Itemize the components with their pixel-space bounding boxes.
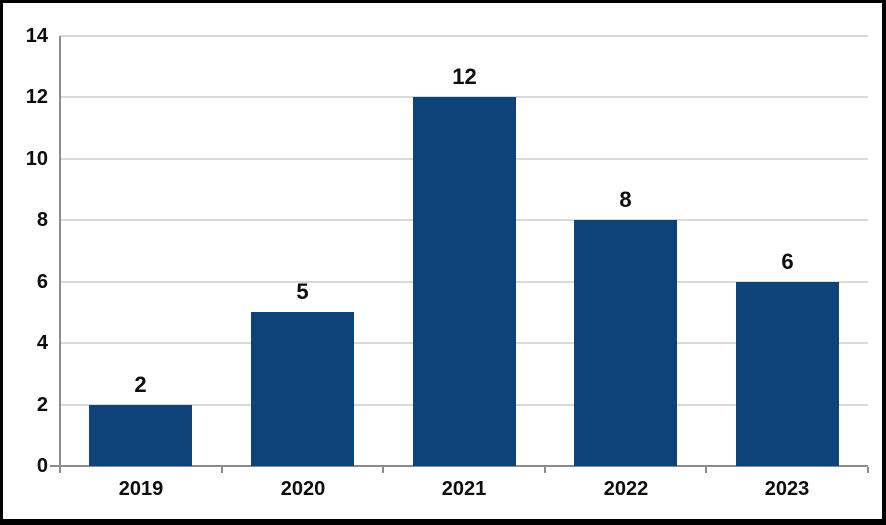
bar-value-label: 2: [134, 372, 147, 397]
y-tick-label-10: 10: [25, 148, 48, 170]
x-axis-line: [50, 465, 868, 467]
bar-value-label: 5: [296, 279, 309, 304]
x-tick-label-2021: 2021: [441, 478, 487, 500]
x-axis-tick: [705, 467, 707, 473]
bar-2021: [413, 97, 516, 466]
y-tick-label-4: 4: [36, 332, 48, 354]
bar-2019: [89, 405, 192, 466]
x-axis-tick: [382, 467, 384, 473]
plot-area: 2 5 12 8 6: [50, 35, 869, 473]
y-tick-label-6: 6: [36, 271, 48, 293]
y-tick-label-0: 0: [36, 455, 48, 477]
bar-value-label: 8: [619, 187, 632, 212]
bar-2020: [251, 312, 354, 466]
x-axis-tick: [59, 467, 61, 473]
y-tick-label-2: 2: [36, 394, 48, 416]
x-axis-tick: [867, 467, 869, 473]
y-tick-label-8: 8: [36, 209, 48, 231]
x-tick-label-2020: 2020: [280, 478, 326, 500]
x-axis-tick: [221, 467, 223, 473]
y-tick-label-14: 14: [25, 25, 48, 47]
gridline-y-14: [60, 35, 868, 37]
bar-value-label: 6: [781, 249, 794, 274]
bar-value-label: 12: [452, 64, 477, 89]
y-tick-label-12: 12: [25, 86, 48, 108]
y-axis-line: [59, 36, 61, 472]
x-tick-label-2023: 2023: [764, 478, 810, 500]
bar-2022: [574, 220, 677, 466]
x-tick-label-2022: 2022: [603, 478, 649, 500]
bar-2023: [736, 282, 839, 466]
x-tick-label-2019: 2019: [118, 478, 164, 500]
x-axis-tick: [544, 467, 546, 473]
